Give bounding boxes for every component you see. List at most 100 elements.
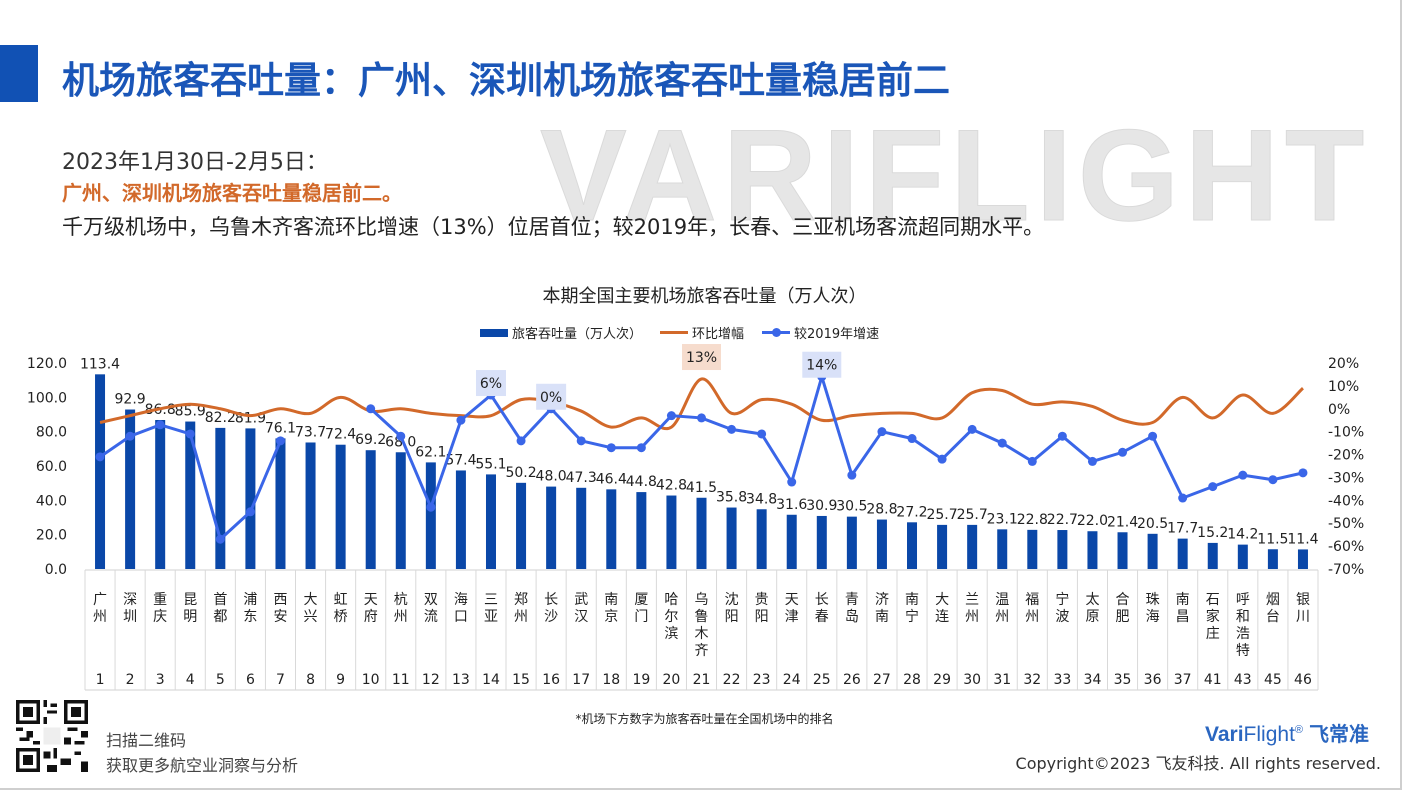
callout-box	[802, 351, 842, 378]
bar	[876, 519, 887, 569]
left-axis-tick: 0.0	[45, 562, 67, 578]
category-label: 州	[93, 609, 107, 625]
category-label: 亚	[484, 609, 498, 625]
category-label: 州	[394, 609, 408, 625]
right-axis-tick: 20%	[1328, 356, 1359, 372]
rank-label: 46	[1294, 672, 1312, 688]
category-label: 桥	[334, 609, 348, 625]
bar-value-label: 48.0	[536, 469, 567, 485]
bar-value-label: 23.1	[987, 511, 1018, 527]
right-axis-tick: -20%	[1328, 448, 1364, 464]
vs2019-point	[275, 436, 285, 446]
rank-label: 35	[1114, 672, 1132, 688]
rank-label: 16	[542, 672, 560, 688]
right-axis-tick: -60%	[1328, 539, 1364, 555]
bar-value-label: 11.5	[1257, 531, 1288, 547]
bar-value-label: 73.7	[295, 424, 326, 440]
bar	[1147, 533, 1158, 569]
bar	[425, 462, 436, 569]
category-label: 天	[785, 592, 799, 608]
category-label: 重	[153, 592, 167, 608]
bar-value-label: 44.8	[626, 474, 657, 490]
right-axis-tick: -40%	[1328, 493, 1364, 509]
callout-box	[536, 383, 567, 410]
bar	[455, 470, 466, 569]
rank-label: 43	[1234, 672, 1252, 688]
period-text: 2023年1月30日-2月5日：	[62, 150, 328, 175]
rank-label: 21	[693, 672, 711, 688]
bar	[1027, 529, 1038, 569]
category-label: 州	[965, 609, 979, 625]
vs2019-point	[426, 502, 436, 512]
category-label: 温	[995, 592, 1009, 608]
detail-text: 千万级机场中，乌鲁木齐客流环比增速（13%）位居首位；较2019年，长春、三亚机…	[62, 215, 1045, 239]
legend-item-mom: 环比增幅	[660, 323, 744, 342]
category-label: 太	[1085, 592, 1099, 608]
category-label: 沙	[544, 609, 558, 625]
bar-value-label: 72.4	[325, 427, 356, 443]
category-label: 南	[604, 592, 618, 608]
bar	[907, 522, 918, 569]
category-label: 兴	[304, 609, 318, 625]
bar	[967, 524, 978, 569]
category-label: 京	[604, 609, 618, 625]
right-axis-tick: 10%	[1328, 379, 1359, 395]
bar-value-label: 15.2	[1197, 525, 1228, 541]
callout-box	[475, 370, 506, 397]
legend-item-throughput: 旅客吞吐量（万人次）	[480, 323, 642, 342]
rank-label: 45	[1264, 672, 1282, 688]
vs2019-point	[215, 534, 225, 544]
rank-label: 41	[1204, 672, 1222, 688]
category-label: 浩	[1236, 626, 1250, 642]
vs2019-point	[366, 404, 376, 414]
category-label: 庆	[153, 609, 167, 625]
logo-text-cn: 飞常准	[1309, 724, 1370, 746]
bar	[395, 452, 406, 569]
vs2019-point	[697, 413, 706, 423]
category-label: 珠	[1146, 592, 1160, 608]
callout-label: 13%	[686, 350, 717, 366]
bar	[335, 444, 346, 569]
legend-item-vs2019: 较2019年增速	[762, 323, 879, 342]
bar-value-label: 50.2	[505, 465, 536, 481]
vs2019-point	[1118, 447, 1128, 457]
category-label: 春	[815, 609, 829, 625]
category-label: 浦	[243, 592, 257, 608]
vs2019-point	[576, 436, 586, 446]
vs2019-point	[606, 443, 616, 453]
bar	[786, 514, 797, 569]
rank-label: 25	[813, 672, 831, 688]
legend-line-swatch	[660, 331, 689, 334]
bar	[636, 492, 647, 569]
left-axis-tick: 40.0	[36, 493, 67, 509]
category-label: 厦	[634, 592, 648, 608]
copyright: Copyright©2023 飞友科技. All rights reserved…	[1015, 754, 1381, 773]
bar-value-label: 35.8	[716, 490, 747, 506]
category-label: 流	[424, 609, 438, 625]
category-label: 齐	[695, 643, 709, 659]
bar-value-label: 22.8	[1017, 512, 1048, 528]
bar-value-label: 47.3	[566, 470, 597, 486]
watermark: VARIFLIGHT	[539, 102, 1371, 249]
category-label: 鲁	[695, 609, 709, 625]
left-axis-tick: 60.0	[36, 459, 67, 475]
vs2019-point	[396, 431, 406, 441]
vs2019-point	[185, 429, 195, 439]
bar	[1237, 544, 1248, 569]
rank-label: 31	[993, 672, 1011, 688]
qr-code-icon	[16, 700, 88, 772]
bar	[606, 489, 617, 569]
vs2019-point	[456, 415, 466, 425]
category-label: 银	[1296, 592, 1310, 608]
category-label: 南	[1176, 592, 1190, 608]
rank-label: 2	[126, 672, 135, 688]
vs2019-point	[1178, 493, 1188, 503]
rank-label: 1	[96, 672, 105, 688]
right-axis-tick: -10%	[1328, 425, 1364, 441]
category-label: 门	[634, 609, 648, 625]
category-label: 济	[875, 592, 889, 608]
vs2019-point	[125, 431, 135, 441]
rank-label: 13	[452, 672, 470, 688]
bar	[696, 497, 707, 569]
category-label: 首	[213, 592, 227, 608]
